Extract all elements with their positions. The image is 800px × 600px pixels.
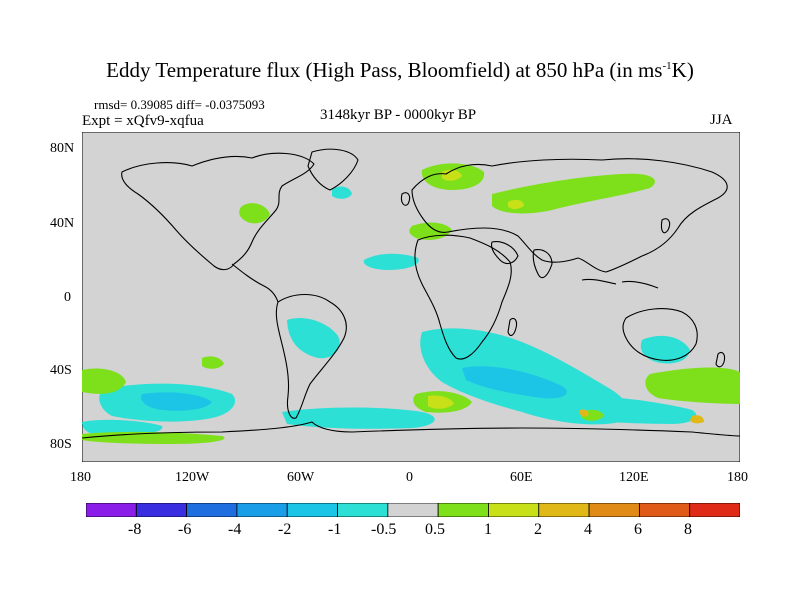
contour-southern-ocean-east	[282, 407, 435, 429]
coast-madagascar	[507, 317, 518, 337]
lon-tick-120w: 120W	[175, 470, 210, 485]
coast-africa	[414, 234, 512, 360]
coast-indonesia	[581, 278, 659, 289]
world-map	[82, 132, 740, 462]
colorbar-label-2: 2	[534, 521, 542, 538]
colorbar-label--8: -8	[128, 521, 142, 538]
lat-tick-40n: 40N	[50, 216, 75, 231]
contour-indian-orange	[579, 409, 589, 417]
colorbar-label--1: -1	[328, 521, 342, 538]
contour-central-asia-core	[508, 199, 524, 209]
experiment-label: Expt = xQfv9-xqfua	[82, 113, 204, 129]
lon-tick-60w: 60W	[287, 470, 315, 485]
colorbar-label-4: 4	[584, 521, 592, 538]
contour-tasman	[645, 367, 740, 404]
contour-north-africa	[363, 253, 419, 270]
colorbar-cell-5	[337, 503, 389, 517]
coast-south-america	[275, 293, 347, 419]
colorbar-cell-7	[437, 503, 489, 517]
colorbar-cell-3	[236, 503, 288, 517]
coast-australia	[622, 308, 698, 361]
lat-tick-80s: 80S	[50, 437, 72, 452]
lat-tick-80n: 80N	[50, 141, 75, 156]
contour-australia	[640, 335, 690, 364]
colorbar-label-8: 8	[684, 521, 692, 538]
contour-south-east-pacific	[82, 368, 126, 394]
contour-scandinavia-core	[442, 169, 462, 181]
coast-arabia	[490, 241, 519, 265]
colorbar-cell-0	[86, 503, 137, 517]
lon-tick-60e: 60E	[510, 470, 533, 485]
coast-central-america	[231, 263, 279, 303]
contour-central-asia	[492, 173, 655, 214]
coast-antarctica	[82, 421, 740, 439]
colorbar-cell-4	[286, 503, 338, 517]
colorbar-cells	[86, 503, 740, 517]
colorbar-label-6: 6	[634, 521, 642, 538]
colorbar-label--2: -2	[278, 521, 292, 538]
lon-tick-0: 0	[406, 470, 413, 485]
anomaly-contours	[82, 163, 740, 444]
contour-north-atlantic	[332, 186, 352, 199]
plot-title: Eddy Temperature flux (High Pass, Bloomf…	[106, 58, 694, 82]
coastlines	[82, 148, 740, 439]
contour-south-atlantic-core-pos	[428, 395, 454, 409]
colorbar-cell-12	[689, 503, 740, 517]
coast-uk	[400, 192, 411, 206]
contour-central-pacific	[202, 356, 224, 369]
lat-tick-40s: 40S	[50, 363, 72, 378]
colorbar-label-1: 1	[484, 521, 492, 538]
colorbar-cell-11	[638, 503, 691, 517]
colorbar-cell-10	[588, 503, 640, 517]
coast-eurasia	[411, 158, 728, 273]
contour-great-lakes	[239, 203, 270, 224]
contour-south-atlantic-core	[462, 366, 567, 399]
colorbar-cell-1	[135, 503, 188, 517]
colorbar-label-0.5: 0.5	[425, 521, 445, 538]
colorbar-label--4: -4	[228, 521, 242, 538]
coast-north-america	[121, 152, 315, 271]
lon-tick-120e: 120E	[619, 470, 649, 485]
coast-india	[532, 249, 553, 279]
lon-tick-180w: 180	[70, 470, 91, 485]
coast-japan	[660, 218, 671, 234]
colorbar-label--0.5: -0.5	[371, 521, 397, 538]
period-label: 3148kyr BP - 0000kyr BP	[320, 107, 477, 123]
colorbar-cell-6	[387, 503, 439, 517]
colorbar-cell-9	[538, 503, 590, 517]
colorbar-cell-2	[186, 503, 238, 517]
season-label: JJA	[710, 112, 733, 128]
colorbar	[86, 503, 740, 517]
contour-south-pacific-core	[140, 392, 212, 411]
colorbar-cell-8	[488, 503, 540, 517]
coast-new-zealand	[715, 351, 726, 368]
lon-tick-180e: 180	[727, 470, 748, 485]
lat-tick-0: 0	[64, 290, 71, 305]
coast-greenland	[307, 148, 359, 191]
statistics-label: rmsd= 0.39085 diff= -0.0375093	[94, 97, 265, 112]
contour-south-america-west	[287, 317, 340, 359]
contour-east-indian-core	[690, 415, 704, 424]
colorbar-label--6: -6	[178, 521, 192, 538]
